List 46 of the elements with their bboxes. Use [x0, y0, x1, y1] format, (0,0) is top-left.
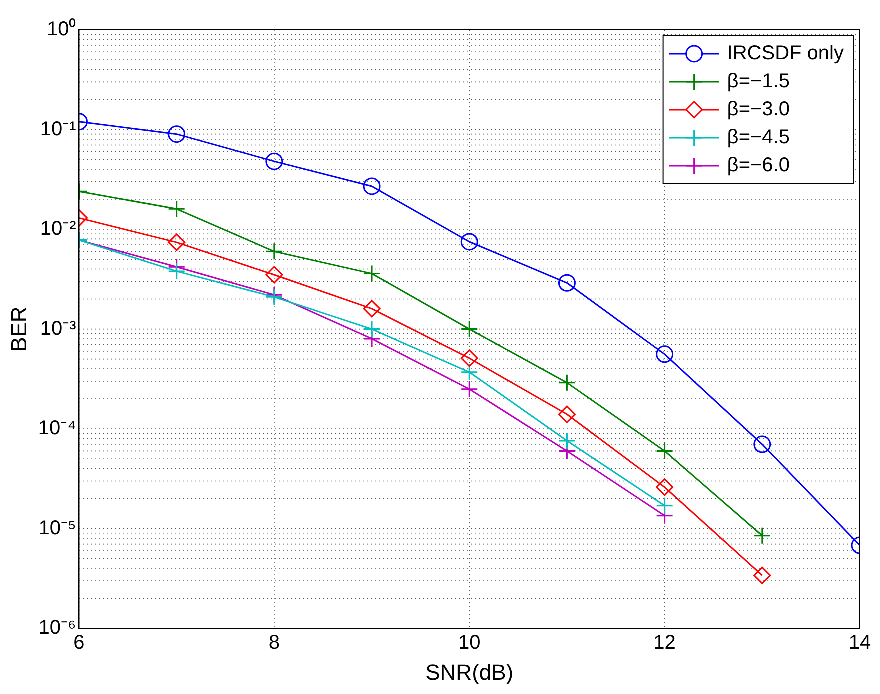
point [460, 364, 478, 382]
y-tick-label: 10⁰ [46, 18, 76, 41]
legend-label: β=−4.5 [727, 126, 790, 149]
point [754, 436, 772, 454]
point [168, 126, 186, 144]
y-tick-label: 10⁻⁶ [38, 617, 76, 640]
x-tick-label: 10 [458, 632, 481, 654]
point [558, 374, 576, 392]
point [168, 234, 186, 252]
point [168, 262, 186, 280]
point [754, 566, 772, 584]
x-axis-title: SNR(dB) [426, 660, 514, 685]
point [168, 200, 186, 218]
point [460, 350, 478, 368]
point [558, 274, 576, 292]
point [363, 320, 381, 338]
y-tick-label: 10⁻⁴ [38, 418, 76, 440]
point [656, 497, 674, 515]
x-tick-label: 12 [654, 632, 676, 654]
point [460, 380, 478, 398]
y-tick-label: 10⁻³ [40, 318, 77, 340]
point [656, 346, 674, 364]
y-axis-title: BER [6, 306, 32, 352]
x-tick-label: 6 [74, 632, 85, 654]
legend-label: β=−3.0 [727, 98, 790, 121]
y-tick-label: 10⁻⁵ [38, 517, 76, 540]
point [460, 233, 478, 251]
legend-label: β=−6.0 [727, 154, 790, 177]
x-tick-label: 8 [268, 632, 280, 654]
x-tick-label: 14 [848, 632, 872, 654]
point [754, 527, 772, 545]
y-tick-label: 10⁻² [40, 218, 77, 240]
point [363, 265, 381, 283]
point [558, 432, 576, 450]
y-tick-label: 10⁻¹ [40, 118, 77, 140]
point [558, 406, 576, 424]
point [266, 152, 284, 170]
point [266, 266, 284, 284]
legend-label: IRCSDF only [727, 42, 844, 65]
point [363, 300, 381, 318]
point [363, 178, 381, 196]
point [460, 320, 478, 338]
point [266, 242, 284, 260]
legend-label: β=−1.5 [727, 70, 790, 93]
point [656, 442, 674, 460]
point [656, 478, 674, 496]
